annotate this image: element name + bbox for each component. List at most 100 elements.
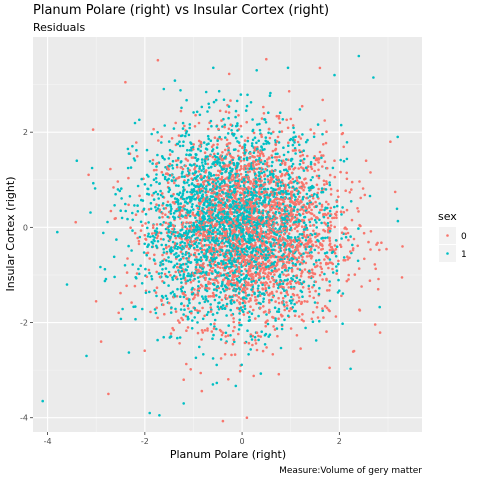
point-series-1 (225, 212, 229, 215)
point-series-1 (256, 294, 260, 298)
point-series-1 (200, 295, 204, 298)
point-series-1 (284, 294, 287, 298)
point-series-0 (200, 338, 203, 341)
point-series-0 (368, 279, 372, 283)
point-series-1 (237, 197, 241, 201)
point-series-1 (247, 293, 251, 297)
point-series-0 (158, 208, 162, 212)
point-series-1 (222, 226, 226, 230)
point-series-1 (296, 182, 299, 185)
point-series-1 (201, 225, 205, 229)
point-series-1 (296, 192, 300, 196)
point-series-1 (188, 126, 191, 130)
point-series-0 (133, 231, 137, 235)
point-series-1 (153, 259, 156, 262)
point-series-0 (328, 284, 332, 287)
point-series-0 (172, 233, 175, 236)
point-series-0 (285, 261, 289, 264)
point-series-0 (272, 325, 275, 328)
point-series-0 (302, 188, 305, 192)
point-series-1 (273, 192, 277, 195)
point-series-0 (232, 338, 236, 342)
point-series-0 (314, 216, 318, 219)
point-series-0 (262, 105, 265, 109)
point-series-1 (298, 176, 302, 180)
point-series-0 (333, 159, 336, 162)
point-series-0 (249, 284, 252, 287)
point-series-1 (278, 273, 282, 277)
point-series-0 (224, 335, 227, 338)
point-series-0 (221, 151, 224, 154)
point-series-1 (243, 146, 246, 149)
point-series-0 (359, 224, 362, 228)
point-series-0 (246, 167, 249, 170)
point-series-0 (198, 144, 202, 148)
point-series-1 (99, 265, 102, 269)
point-series-1 (210, 232, 214, 235)
point-series-1 (331, 166, 335, 170)
point-series-0 (87, 173, 90, 177)
point-series-1 (185, 262, 188, 266)
point-series-1 (182, 313, 185, 316)
point-series-1 (257, 205, 261, 208)
point-series-0 (255, 208, 259, 212)
point-series-1 (258, 246, 262, 249)
point-series-0 (232, 320, 235, 324)
point-series-1 (217, 262, 221, 266)
point-series-1 (167, 157, 171, 160)
point-series-0 (290, 268, 294, 271)
point-series-1 (182, 197, 186, 201)
point-series-0 (299, 347, 302, 350)
point-series-1 (174, 244, 177, 248)
point-series-1 (189, 197, 192, 201)
point-series-0 (282, 260, 285, 264)
point-series-0 (301, 313, 304, 316)
point-series-1 (213, 325, 216, 328)
point-series-1 (222, 209, 226, 213)
point-series-1 (119, 209, 122, 212)
point-series-0 (291, 149, 295, 152)
point-series-1 (170, 306, 173, 309)
point-series-1 (207, 137, 210, 141)
point-series-0 (369, 230, 373, 233)
point-series-1 (245, 156, 249, 160)
point-series-0 (292, 216, 295, 219)
point-series-0 (275, 290, 279, 293)
point-series-1 (197, 147, 200, 151)
point-series-0 (174, 270, 177, 274)
point-series-1 (89, 211, 92, 214)
point-series-0 (91, 128, 95, 131)
point-series-1 (144, 291, 148, 295)
point-series-1 (215, 381, 219, 385)
point-series-0 (196, 206, 200, 210)
point-series-1 (273, 267, 277, 270)
point-series-1 (264, 136, 268, 139)
point-series-0 (252, 131, 256, 135)
point-series-1 (208, 171, 211, 174)
point-series-0 (305, 255, 309, 258)
point-series-0 (239, 285, 243, 289)
point-series-0 (251, 206, 254, 209)
point-series-1 (92, 181, 95, 185)
point-series-1 (262, 297, 266, 301)
point-series-0 (221, 252, 225, 255)
point-series-0 (246, 311, 250, 315)
point-series-1 (197, 242, 201, 245)
point-series-1 (135, 148, 138, 152)
point-series-1 (223, 156, 226, 160)
point-series-0 (261, 237, 265, 240)
point-series-0 (297, 296, 301, 299)
point-series-1 (313, 192, 316, 196)
point-series-0 (295, 213, 299, 217)
point-series-1 (306, 138, 309, 142)
point-series-1 (188, 278, 192, 282)
point-series-1 (144, 267, 147, 271)
point-series-0 (312, 214, 316, 217)
point-series-0 (272, 130, 275, 134)
point-series-0 (235, 222, 238, 225)
point-series-1 (337, 262, 340, 266)
point-series-1 (211, 203, 214, 206)
point-series-0 (340, 132, 344, 136)
point-series-1 (321, 132, 324, 136)
point-series-0 (245, 164, 248, 168)
